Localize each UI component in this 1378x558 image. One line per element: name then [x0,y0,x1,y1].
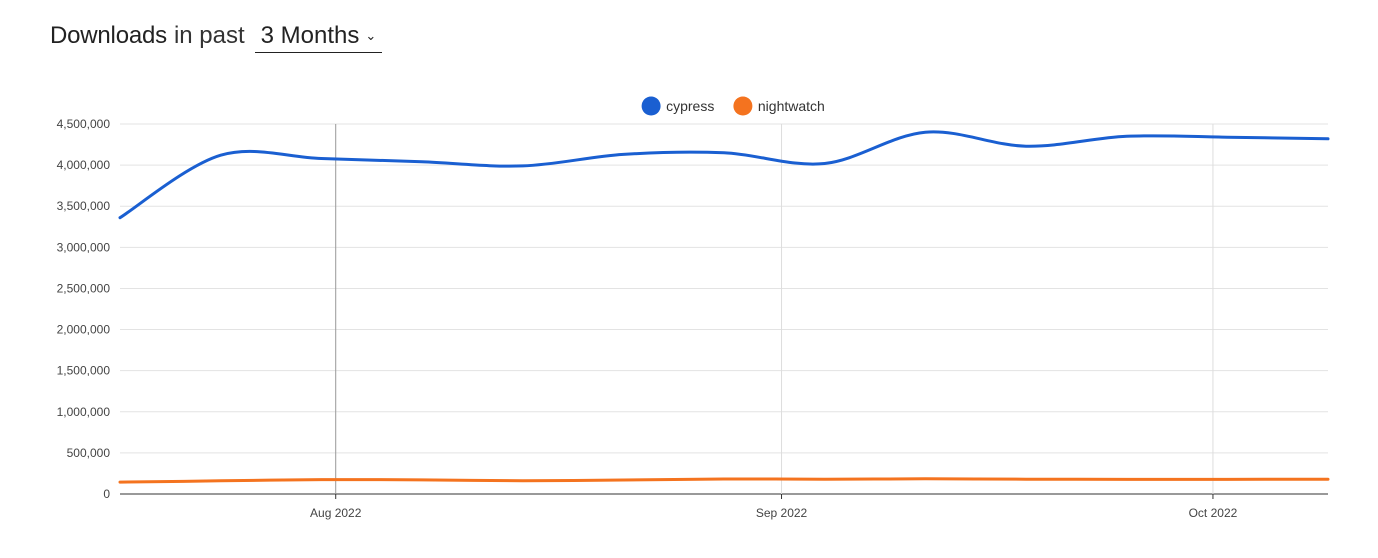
y-tick-label: 500,000 [67,446,111,460]
y-tick-label: 0 [103,487,110,501]
y-tick-label: 2,500,000 [57,281,111,295]
series-line-nightwatch [118,477,1330,484]
legend-label-nightwatch: nightwatch [758,98,825,114]
y-tick-label: 3,500,000 [57,199,111,213]
y-tick-label: 3,000,000 [57,240,111,254]
y-tick-label: 2,000,000 [57,323,111,337]
x-tick-label: Oct 2022 [1189,506,1238,520]
legend-marker-nightwatch [733,96,753,116]
legend-marker-cypress [641,96,661,116]
y-tick-label: 4,000,000 [57,158,111,172]
series-line-cypress [118,130,1330,220]
downloads-title: Downloads [50,22,167,49]
downloads-header: Downloads in past 3 Months ⌄ [50,22,383,53]
y-tick-label: 4,500,000 [57,117,111,131]
y-tick-label: 1,000,000 [57,405,111,419]
range-dropdown-value: 3 Months [260,22,360,49]
legend-label-cypress: cypress [666,98,714,114]
x-tick-label: Sep 2022 [756,506,808,520]
y-tick-label: 1,500,000 [57,364,111,378]
x-tick-label: Aug 2022 [310,506,362,520]
chevron-down-icon: ⌄ [365,28,377,43]
range-dropdown[interactable]: 3 Months ⌄ [254,22,383,53]
downloads-subtitle: in past [173,22,245,49]
